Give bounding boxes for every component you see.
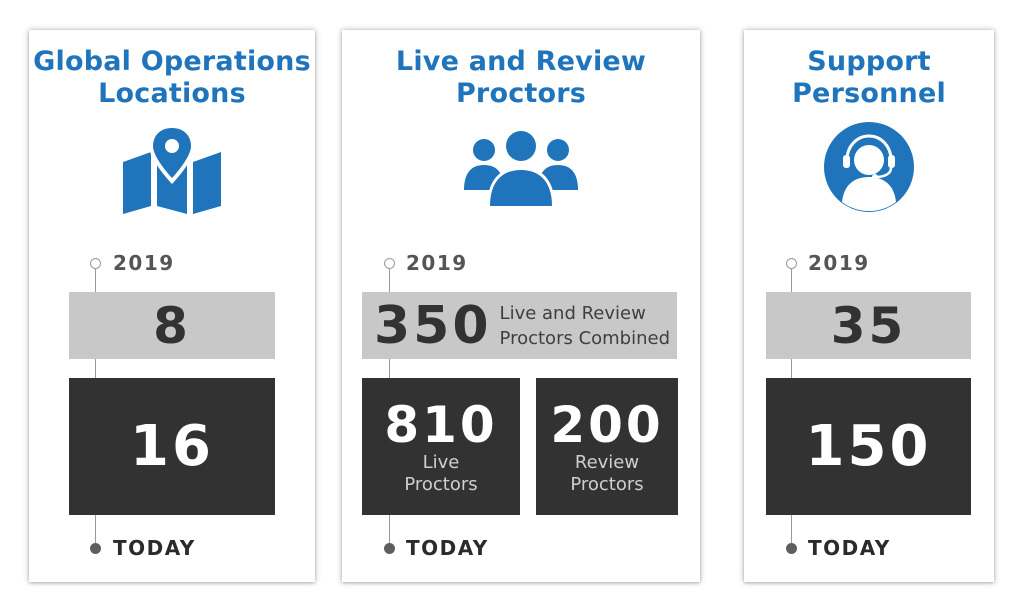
card-global-operations: Global Operations Locations 2019 8 16 TO… xyxy=(29,30,315,582)
value-today-box: 16 xyxy=(69,378,275,515)
timeline-end-dot xyxy=(786,543,797,554)
year-label: 2019 xyxy=(113,251,175,275)
value-2019-box: 8 xyxy=(69,292,275,359)
timeline-start-dot xyxy=(90,258,101,269)
review-proctors-label-line-2: Proctors xyxy=(570,473,644,495)
card-title-line-2: Personnel xyxy=(792,78,946,109)
live-proctors-label-line-2: Proctors xyxy=(404,473,478,495)
live-proctors-label-line-1: Live xyxy=(422,451,460,473)
card-support-personnel: Support Personnel 2019 35 150 TODAY xyxy=(744,30,994,582)
timeline-start-dot xyxy=(786,258,797,269)
card-live-review-proctors: Live and Review Proctors 2019 350 Live a… xyxy=(342,30,700,582)
value-2019: 8 xyxy=(153,296,191,355)
today-label: TODAY xyxy=(808,536,891,560)
headset-support-icon xyxy=(824,122,914,212)
card-title: Global Operations Locations xyxy=(29,46,315,110)
value-today-box: 150 xyxy=(766,378,971,515)
card-title: Support Personnel xyxy=(744,46,994,110)
timeline-end-dot xyxy=(90,543,101,554)
year-label: 2019 xyxy=(808,251,870,275)
live-proctors-value: 810 xyxy=(384,395,498,454)
map-location-icon xyxy=(121,122,223,214)
review-proctors-label-line-1: Review xyxy=(574,451,640,473)
card-title-line-2: Locations xyxy=(98,78,246,109)
value-today: 150 xyxy=(805,413,932,479)
year-label: 2019 xyxy=(406,251,468,275)
card-title-line-1: Support xyxy=(807,46,931,77)
value-2019-box: 35 xyxy=(766,292,971,359)
value-2019: 35 xyxy=(830,296,907,355)
timeline-end-dot xyxy=(384,543,395,554)
card-title-line-1: Live and Review xyxy=(395,46,647,77)
value-2019: 350 xyxy=(374,295,492,356)
card-title-line-1: Global Operations xyxy=(33,46,311,77)
timeline-start-dot xyxy=(384,258,395,269)
review-proctors-value: 200 xyxy=(550,395,664,454)
today-label: TODAY xyxy=(406,536,489,560)
value-2019-caption-line-1: Live and Review xyxy=(499,302,646,324)
live-proctors-box: 810 Live Proctors xyxy=(362,378,520,515)
value-2019-box: 350 Live and Review Proctors Combined xyxy=(362,292,677,359)
group-people-icon xyxy=(464,128,578,208)
today-label: TODAY xyxy=(113,536,196,560)
card-title-line-2: Proctors xyxy=(455,78,587,109)
review-proctors-box: 200 Review Proctors xyxy=(536,378,678,515)
value-2019-caption-line-2: Proctors Combined xyxy=(499,327,671,349)
card-title: Live and Review Proctors xyxy=(342,46,700,110)
value-2019-caption: Live and Review Proctors Combined xyxy=(500,301,670,351)
value-today: 16 xyxy=(130,413,214,479)
